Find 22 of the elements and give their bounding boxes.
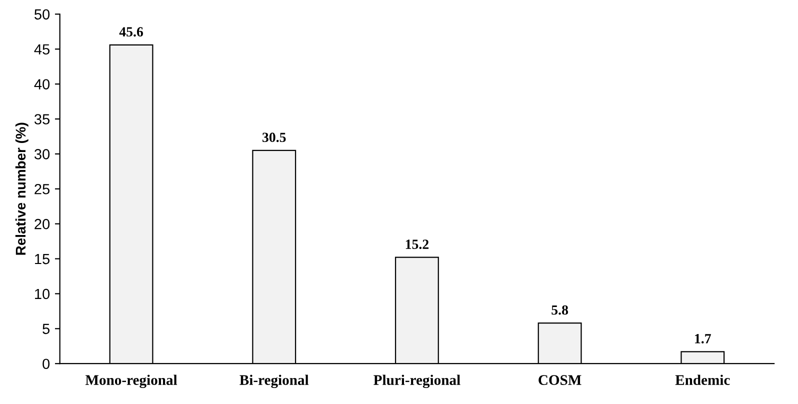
y-tick-label: 35 <box>34 114 50 124</box>
data-label: 1.7 <box>695 334 711 344</box>
x-tick-label: Endemic <box>675 374 730 385</box>
x-tick-label: Bi-regional <box>240 374 309 388</box>
data-label: 30.5 <box>262 132 286 142</box>
y-tick-label: 5 <box>42 324 50 334</box>
y-axis-title: Relative number (%) <box>15 122 28 255</box>
x-tick-label: COSM <box>538 375 582 385</box>
y-tick-label: 0 <box>42 358 50 370</box>
data-label: 15.2 <box>406 240 429 250</box>
x-tick-label: Mono-regional <box>85 374 178 388</box>
y-tick-label: 20 <box>34 218 50 230</box>
data-label: 5.8 <box>552 305 568 315</box>
y-tick-label: 45 <box>34 44 50 55</box>
y-tick-label: 30 <box>34 149 50 160</box>
y-tick-label: 50 <box>34 9 50 20</box>
y-tick-label: 15 <box>35 254 50 264</box>
y-tick-label: 10 <box>35 288 50 300</box>
y-tick-label: 25 <box>34 184 50 194</box>
x-tick-label: Pluri-regional <box>374 374 460 388</box>
data-label: 45.6 <box>119 27 144 37</box>
y-tick-label: 40 <box>34 79 50 90</box>
